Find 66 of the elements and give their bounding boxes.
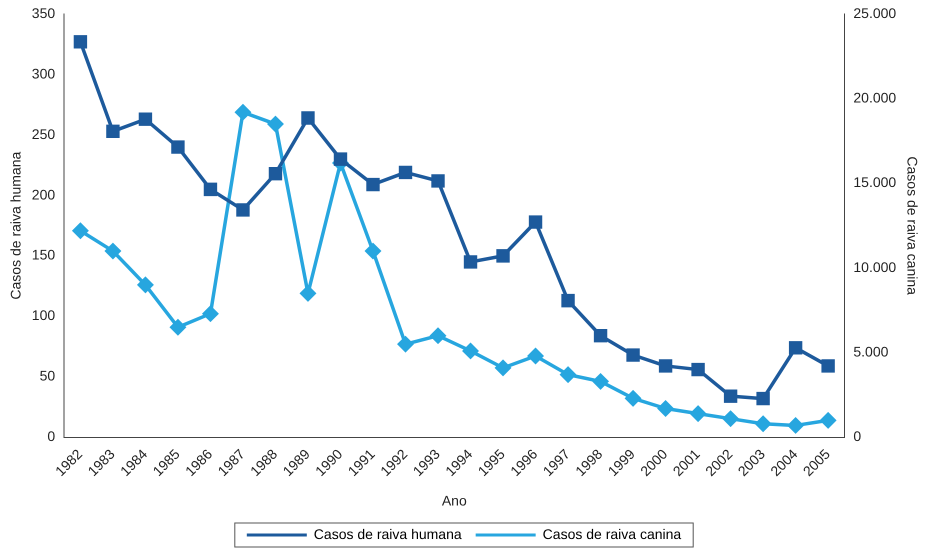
point bbox=[170, 319, 186, 335]
point bbox=[691, 362, 705, 376]
y-tick-label: 150 bbox=[32, 246, 56, 263]
y-tick-label: 300 bbox=[32, 65, 56, 82]
point bbox=[592, 374, 608, 390]
point bbox=[820, 412, 836, 428]
point bbox=[300, 286, 316, 302]
point bbox=[236, 203, 250, 217]
point bbox=[755, 416, 771, 432]
point bbox=[268, 166, 282, 180]
point bbox=[431, 174, 445, 188]
point bbox=[495, 360, 511, 376]
y-tick-label: 0 bbox=[47, 428, 56, 444]
point bbox=[658, 359, 672, 373]
point bbox=[690, 406, 706, 422]
point bbox=[430, 328, 446, 344]
point bbox=[138, 112, 152, 126]
y2-tick-label: 25.000 bbox=[853, 4, 896, 21]
point bbox=[204, 182, 218, 196]
point bbox=[138, 277, 154, 293]
point bbox=[625, 390, 641, 406]
point bbox=[724, 389, 738, 403]
point bbox=[756, 392, 770, 406]
y-tick-label: 250 bbox=[32, 126, 56, 142]
y-axis-title: Casos de raiva humana bbox=[7, 152, 24, 300]
point bbox=[398, 336, 414, 352]
point bbox=[268, 116, 284, 132]
x-axis-title: Ano bbox=[442, 492, 467, 508]
point bbox=[106, 124, 120, 138]
point bbox=[334, 152, 348, 166]
y2-tick-label: 0 bbox=[853, 428, 862, 444]
y-tick-label: 100 bbox=[32, 307, 56, 324]
y2-tick-label: 5.000 bbox=[853, 344, 889, 360]
point bbox=[788, 418, 804, 434]
point bbox=[365, 243, 381, 259]
point bbox=[722, 410, 738, 426]
point bbox=[202, 306, 218, 322]
point bbox=[788, 341, 802, 354]
point bbox=[594, 329, 608, 342]
point bbox=[74, 35, 88, 49]
y-tick-label: 50 bbox=[40, 368, 56, 384]
point bbox=[560, 366, 576, 382]
y-tick-label: 200 bbox=[32, 186, 56, 202]
point bbox=[72, 222, 88, 238]
point bbox=[528, 215, 542, 229]
point bbox=[171, 140, 185, 154]
y2-axis-title: Casos de raiva canina bbox=[904, 156, 921, 296]
point bbox=[462, 343, 478, 359]
point bbox=[464, 255, 478, 269]
point bbox=[398, 166, 412, 180]
point bbox=[235, 104, 251, 120]
point bbox=[658, 400, 674, 416]
legend-label: Casos de raiva humana bbox=[314, 526, 462, 542]
point bbox=[366, 178, 380, 192]
y-tick-label: 350 bbox=[32, 4, 56, 21]
y2-tick-label: 15.000 bbox=[853, 174, 896, 190]
point bbox=[105, 243, 121, 259]
point bbox=[301, 111, 315, 125]
point bbox=[626, 348, 640, 362]
y2-tick-label: 20.000 bbox=[853, 90, 896, 106]
y2-tick-label: 10.000 bbox=[853, 258, 896, 275]
legend-label: Casos de raiva canina bbox=[542, 526, 682, 542]
point bbox=[528, 348, 544, 364]
point bbox=[561, 294, 575, 308]
point bbox=[821, 359, 835, 373]
point bbox=[496, 249, 510, 263]
